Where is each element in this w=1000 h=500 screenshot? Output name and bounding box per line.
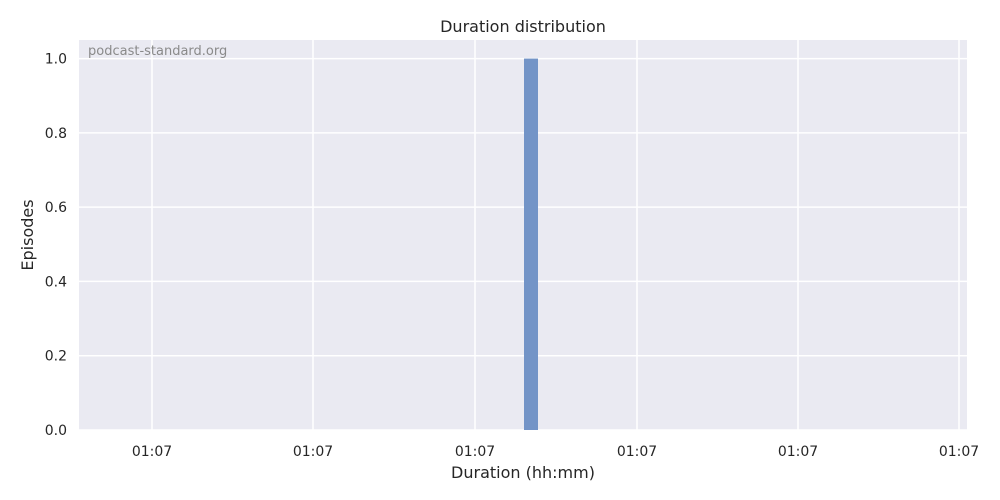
y-tick-label: 1.0 bbox=[45, 52, 67, 68]
x-tick-label: 01:07 bbox=[617, 444, 657, 460]
y-tick-labels: 0.0 0.2 0.4 0.6 0.8 1.0 bbox=[45, 52, 67, 439]
x-tick-label: 01:07 bbox=[778, 444, 818, 460]
plot-area bbox=[79, 40, 967, 430]
bars-group bbox=[524, 58, 538, 430]
y-tick-label: 0.4 bbox=[45, 274, 67, 290]
y-tick-label: 0.2 bbox=[45, 349, 67, 365]
chart-title: Duration distribution bbox=[440, 17, 606, 36]
x-tick-labels: 01:07 01:07 01:07 01:07 01:07 01:07 bbox=[132, 444, 979, 460]
x-axis-label: Duration (hh:mm) bbox=[451, 463, 595, 482]
histogram-bar bbox=[524, 58, 538, 430]
y-tick-label: 0.0 bbox=[45, 423, 67, 439]
x-tick-label: 01:07 bbox=[293, 444, 333, 460]
y-axis-label: Episodes bbox=[18, 199, 37, 270]
watermark-text: podcast-standard.org bbox=[88, 44, 227, 59]
x-grid-lines bbox=[151, 40, 960, 430]
y-tick-label: 0.6 bbox=[45, 200, 67, 216]
x-tick-label: 01:07 bbox=[455, 444, 495, 460]
x-tick-label: 01:07 bbox=[939, 444, 979, 460]
x-tick-label: 01:07 bbox=[132, 444, 172, 460]
y-tick-label: 0.8 bbox=[45, 126, 67, 142]
y-grid-lines bbox=[79, 57, 967, 431]
